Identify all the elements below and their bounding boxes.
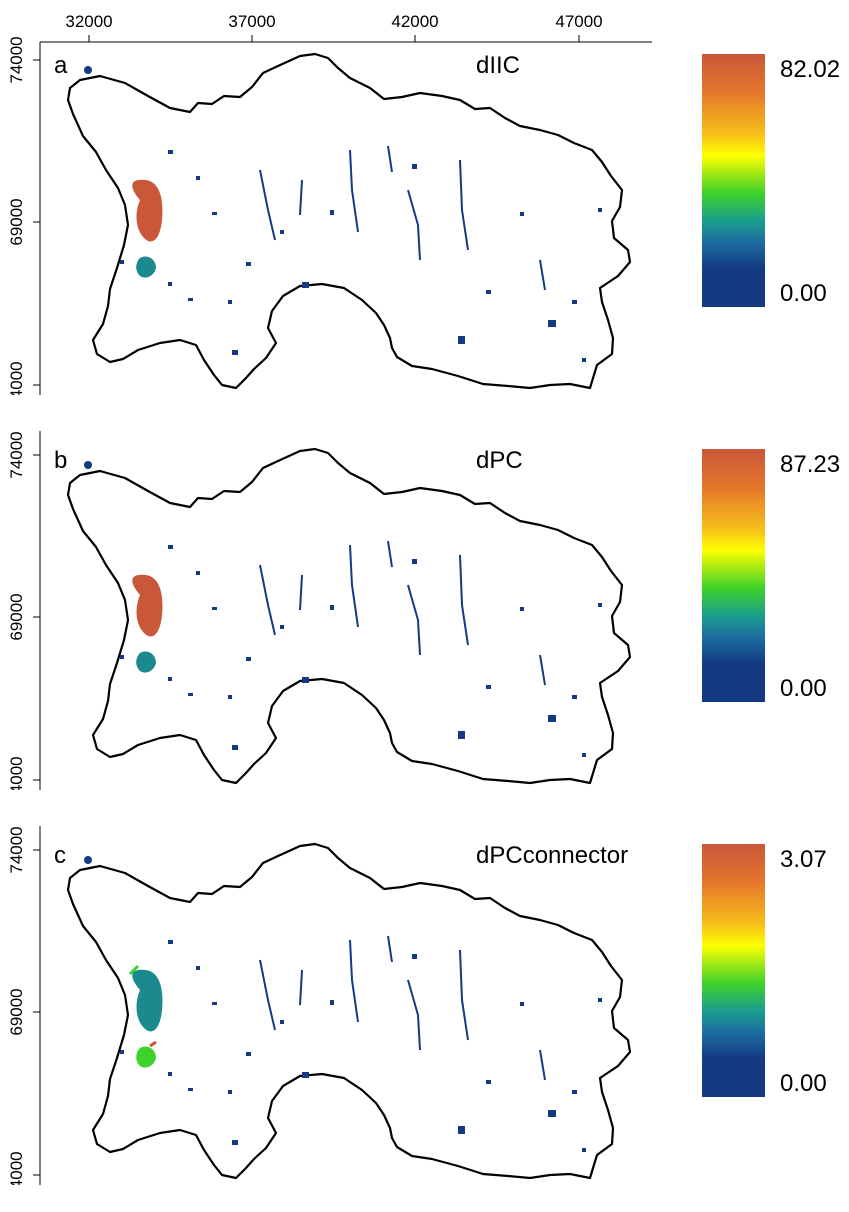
legend-max-value: 82.02 — [780, 56, 841, 83]
legend-min-value: 0.00 — [780, 280, 827, 307]
panel-title: dIIC — [476, 52, 521, 79]
legend-max-value: 3.07 — [780, 846, 827, 873]
y-tick-label: 69000 — [7, 988, 26, 1035]
map-c: 74000 69000 64000 — [7, 826, 632, 1185]
hotspot-patch — [132, 179, 163, 242]
panel-letter: b — [54, 447, 68, 474]
x-tick-label: 42000 — [391, 12, 438, 31]
color-scale-legend — [702, 449, 765, 702]
hotspot-patch — [132, 969, 163, 1032]
x-tick-label: 32000 — [65, 12, 112, 31]
panel-title: dPC — [476, 447, 523, 474]
island-coastline — [66, 52, 632, 390]
map-b: 74000 69000 64000 — [7, 431, 632, 790]
y-tick-label: 64000 — [7, 361, 26, 395]
y-axis: 74000 69000 64000 — [7, 826, 41, 1185]
legend-max-value: 87.23 — [780, 451, 841, 478]
habitat-patches — [84, 856, 602, 1152]
y-axis: 74000 69000 64000 — [7, 36, 41, 395]
hotspot-patch — [132, 574, 163, 637]
panel-title: dPCconnector — [476, 842, 629, 869]
map-a: 32000 37000 42000 47000 74000 69000 6400… — [7, 12, 652, 395]
x-axis: 32000 37000 42000 47000 — [40, 12, 652, 43]
y-axis: 74000 69000 64000 — [7, 431, 41, 790]
panel-b: 74000 69000 64000 b d — [0, 395, 849, 790]
legend-min-value: 0.00 — [780, 1070, 827, 1097]
habitat-patches — [84, 461, 602, 757]
y-tick-label: 64000 — [7, 756, 26, 790]
color-scale-legend — [702, 844, 765, 1097]
x-tick-label: 47000 — [555, 12, 602, 31]
island-coastline — [66, 447, 632, 785]
panel-a: 32000 37000 42000 47000 74000 69000 6400… — [0, 0, 849, 395]
color-scale-legend — [702, 54, 765, 307]
island-coastline — [66, 842, 632, 1180]
y-tick-label: 69000 — [7, 198, 26, 245]
y-tick-label: 74000 — [7, 826, 26, 873]
x-tick-label: 37000 — [228, 12, 275, 31]
panel-letter: c — [54, 842, 66, 869]
y-tick-label: 64000 — [7, 1151, 26, 1185]
y-tick-label: 74000 — [7, 431, 26, 478]
panel-c: 74000 69000 64000 — [0, 790, 849, 1185]
panel-letter: a — [54, 52, 68, 79]
y-tick-label: 74000 — [7, 36, 26, 83]
legend-min-value: 0.00 — [780, 675, 827, 702]
y-tick-label: 69000 — [7, 593, 26, 640]
habitat-patches — [84, 66, 602, 362]
